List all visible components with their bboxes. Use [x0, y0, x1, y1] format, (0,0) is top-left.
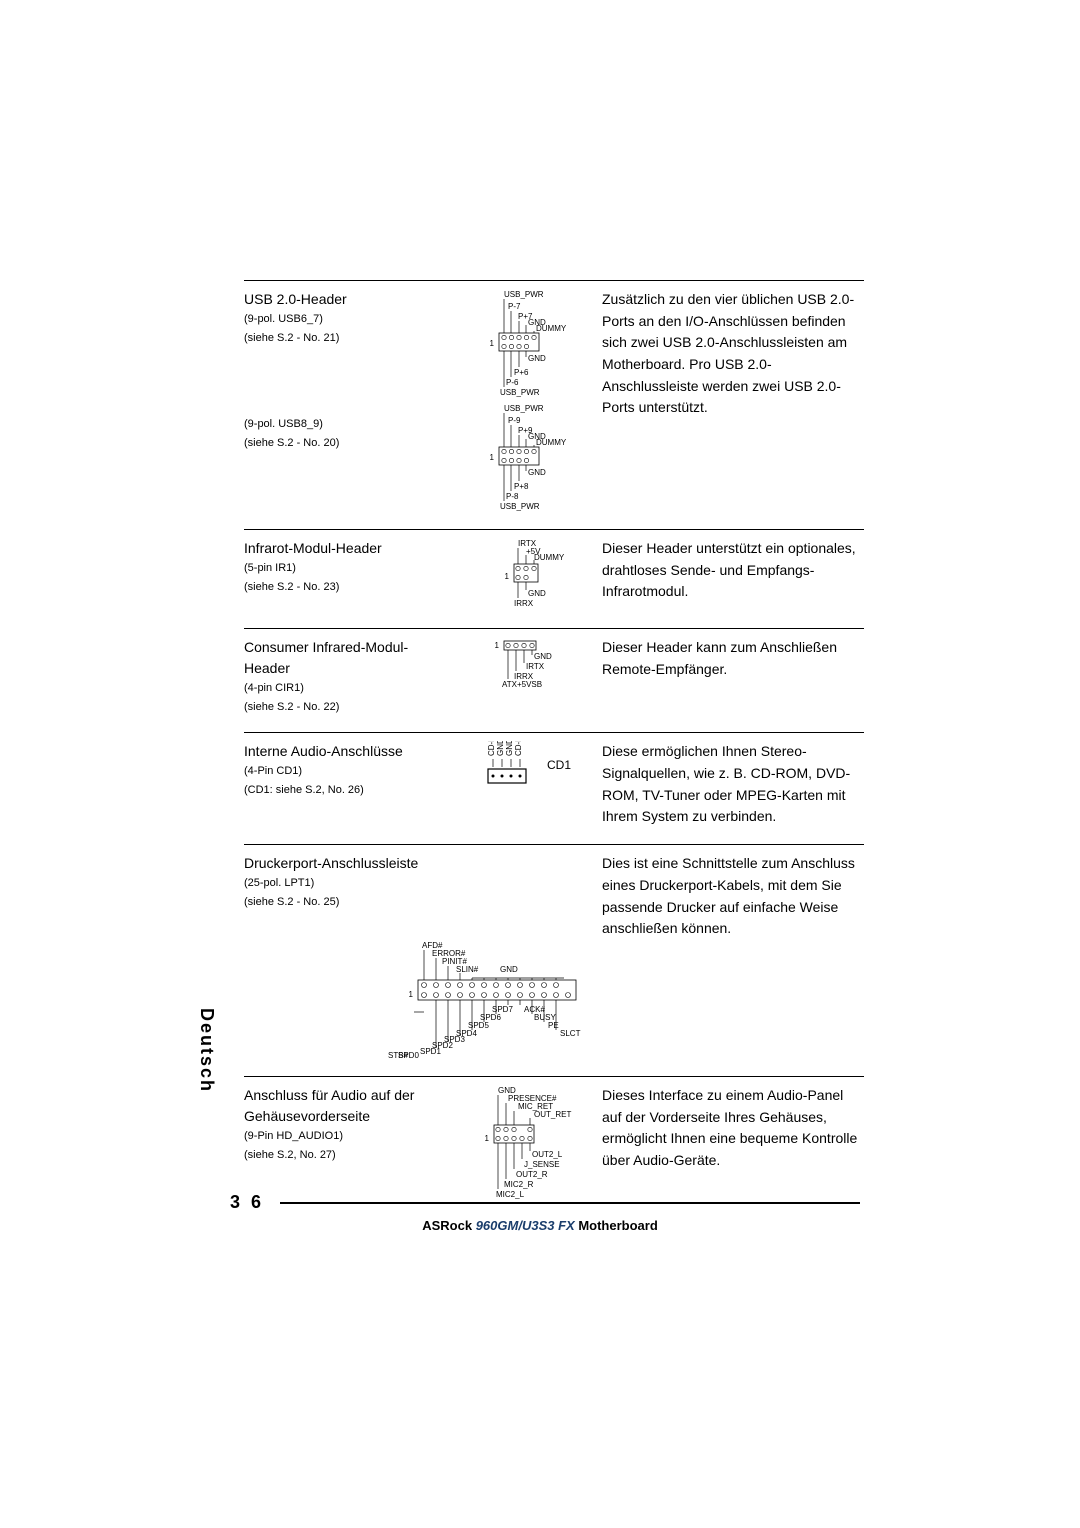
svg-text:USB_PWR: USB_PWR — [504, 290, 544, 299]
svg-text:GND: GND — [496, 741, 505, 756]
section-usb-header: USB 2.0-Header (9-pol. USB6_7) (siehe S.… — [244, 280, 864, 529]
svg-text:IRRX: IRRX — [514, 599, 534, 608]
svg-text:GND: GND — [505, 741, 514, 756]
ir-sub2: (siehe S.2 - No. 23) — [244, 578, 446, 597]
svg-text:GND: GND — [528, 468, 546, 477]
footer-brand: ASRock — [422, 1218, 472, 1233]
svg-text:1: 1 — [505, 572, 510, 581]
usb-sub2: (siehe S.2 - No. 21) — [244, 329, 446, 348]
usb-sub1: (9-pol. USB6_7) — [244, 310, 446, 329]
printer-sub2: (siehe S.2 - No. 25) — [244, 893, 446, 912]
svg-text:DUMMY: DUMMY — [534, 553, 565, 562]
svg-text:GND: GND — [528, 354, 546, 363]
svg-text:SPD1: SPD1 — [420, 1047, 441, 1056]
svg-text:1: 1 — [409, 990, 414, 999]
usb-sub4: (siehe S.2 - No. 20) — [244, 434, 446, 453]
front-audio-desc: Dieses Interface zu einem Audio-Panel au… — [602, 1085, 864, 1172]
front-audio-diagram: GND PRESENCE# MIC_RET OUT_RET 1 OUT2_L J… — [464, 1085, 584, 1205]
svg-text:1: 1 — [485, 1134, 490, 1143]
svg-text:P-8: P-8 — [506, 492, 519, 501]
front-audio-sub1: (9-Pin HD_AUDIO1) — [244, 1127, 446, 1146]
svg-text:USB_PWR: USB_PWR — [500, 388, 540, 397]
svg-text:IRTX: IRTX — [526, 662, 545, 671]
usb-diagram-2: USB_PWR P-9 P+9 GND DUMMY 1 GND — [474, 403, 574, 513]
cir-sub2: (siehe S.2 - No. 22) — [244, 698, 446, 717]
svg-text:SLIN#: SLIN# — [456, 965, 479, 974]
ir-title: Infrarot-Modul-Header — [244, 538, 446, 559]
svg-text:J_SENSE: J_SENSE — [524, 1160, 560, 1169]
svg-text:1: 1 — [495, 641, 500, 650]
front-audio-title-1: Anschluss für Audio auf der Gehäusevorde… — [244, 1085, 446, 1127]
cir-desc: Dieser Header kann zum Anschließen Remot… — [602, 637, 864, 680]
svg-text:GND: GND — [528, 589, 546, 598]
footer-model: 960GM/U3S3 FX — [476, 1218, 575, 1233]
svg-text:1: 1 — [490, 339, 495, 348]
svg-text:P-6: P-6 — [506, 378, 519, 387]
printer-diagram: AFD# ERROR# PINIT# SLIN# GND 1 — [374, 940, 634, 1060]
svg-text:USB_PWR: USB_PWR — [500, 502, 540, 511]
svg-text:MIC2_L: MIC2_L — [496, 1190, 525, 1199]
svg-text:GND: GND — [534, 652, 552, 661]
cir-diagram: 1 GND IRTX IRRX ATX+5VSB — [474, 637, 574, 689]
usb-desc: Zusätzlich zu den vier üblichen USB 2.0-… — [602, 289, 864, 419]
svg-text:OUT2_R: OUT2_R — [516, 1170, 548, 1179]
audio-int-sub2: (CD1: siehe S.2, No. 26) — [244, 781, 446, 800]
svg-text:CD-L: CD-L — [487, 741, 496, 756]
svg-text:SLCT: SLCT — [560, 1029, 581, 1038]
svg-text:USB_PWR: USB_PWR — [504, 404, 544, 413]
cir-sub1: (4-pin CIR1) — [244, 679, 446, 698]
usb-header-title: USB 2.0-Header — [244, 289, 446, 310]
footer-suffix: Motherboard — [578, 1218, 657, 1233]
page-number: 3 6 — [230, 1192, 264, 1213]
front-audio-sub2: (siehe S.2, No. 27) — [244, 1146, 446, 1165]
ir-sub1: (5-pin IR1) — [244, 559, 446, 578]
usb-diagram-1: USB_PWR P-7 P+7 GND DUMMY 1 GND — [474, 289, 574, 399]
svg-text:P+8: P+8 — [514, 482, 529, 491]
language-label: Deutsch — [196, 1008, 217, 1093]
svg-text:1: 1 — [490, 453, 495, 462]
footer: ASRock 960GM/U3S3 FX Motherboard — [0, 1218, 1080, 1233]
svg-text:PE: PE — [548, 1021, 559, 1030]
svg-text:GND: GND — [500, 965, 518, 974]
cd1-label: CD1 — [547, 758, 571, 772]
usb-sub3: (9-pol. USB8_9) — [244, 415, 446, 434]
svg-text:STB#: STB# — [388, 1051, 409, 1060]
svg-text:P-7: P-7 — [508, 302, 521, 311]
svg-text:ATX+5VSB: ATX+5VSB — [502, 680, 542, 689]
svg-text:CD-R: CD-R — [514, 741, 523, 756]
section-front-audio: Anschluss für Audio auf der Gehäusevorde… — [244, 1076, 864, 1221]
cir-title: Consumer Infrared-Modul-Header — [244, 637, 446, 679]
ir-desc: Dieser Header unterstützt ein optionales… — [602, 538, 864, 603]
svg-text:OUT2_L: OUT2_L — [532, 1150, 563, 1159]
svg-text:P+6: P+6 — [514, 368, 529, 377]
printer-sub1: (25-pol. LPT1) — [244, 874, 446, 893]
audio-int-sub1: (4-Pin CD1) — [244, 762, 446, 781]
svg-text:MIC2_R: MIC2_R — [504, 1180, 534, 1189]
audio-int-diagram: CD-L GND GND CD-R — [477, 741, 541, 789]
svg-text:DUMMY: DUMMY — [536, 324, 567, 333]
audio-int-title: Interne Audio-Anschlüsse — [244, 741, 446, 762]
section-audio-internal: Interne Audio-Anschlüsse (4-Pin CD1) (CD… — [244, 732, 864, 844]
svg-text:P-9: P-9 — [508, 416, 521, 425]
printer-desc: Dies ist eine Schnittstelle zum Anschlus… — [602, 853, 864, 940]
page-rule — [280, 1202, 860, 1204]
svg-text:DUMMY: DUMMY — [536, 438, 567, 447]
section-infrarot: Infrarot-Modul-Header (5-pin IR1) (siehe… — [244, 529, 864, 628]
section-cir: Consumer Infrared-Modul-Header (4-pin CI… — [244, 628, 864, 732]
printer-title: Druckerport-Anschlussleiste — [244, 853, 446, 874]
audio-int-desc: Diese ermöglichen Ihnen Stereo-Signalque… — [602, 741, 864, 828]
ir-diagram: IRTX +5V DUMMY 1 GND IRRX — [474, 538, 574, 612]
svg-text:OUT_RET: OUT_RET — [534, 1110, 571, 1119]
section-printer: Druckerport-Anschlussleiste (25-pol. LPT… — [244, 844, 864, 1076]
